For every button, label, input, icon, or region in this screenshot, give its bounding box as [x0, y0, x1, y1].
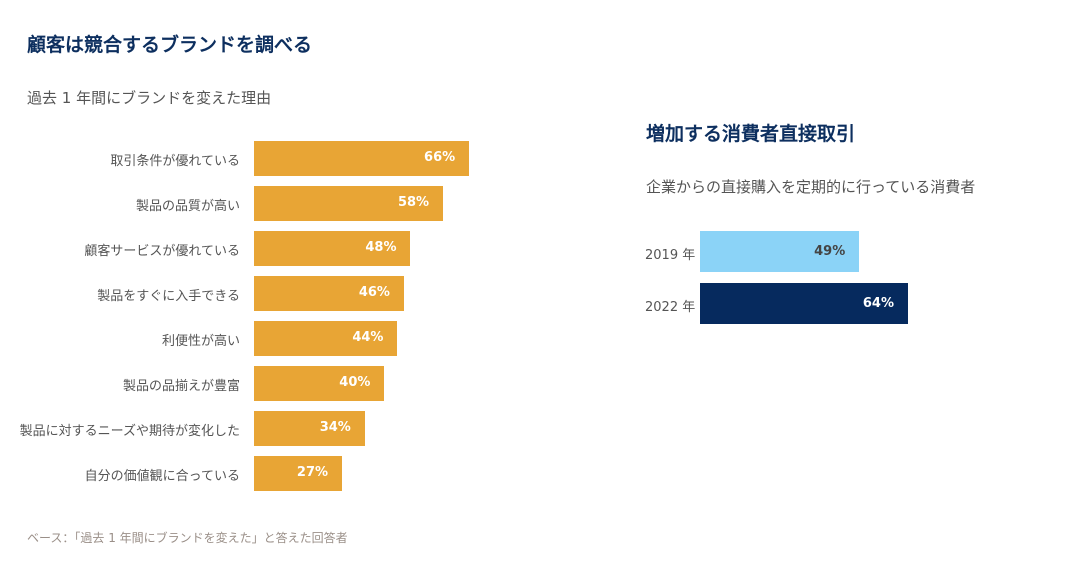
bar: [254, 276, 404, 311]
category-label: 取引条件が優れている: [110, 154, 240, 169]
category-label: 製品をすぐに入手できる: [97, 289, 240, 304]
value-label: 49%: [814, 244, 846, 259]
footnote: ベース：「過去 1 年間にブランドを変えた」と答えた回答者: [27, 531, 348, 545]
value-label: 64%: [862, 296, 894, 311]
value-label: 27%: [296, 465, 329, 480]
right-chart-subtitle: 企業からの直接購入を定期的に行っている消費者: [646, 178, 976, 196]
right-chart-title: 増加する消費者直接取引: [646, 123, 856, 145]
left-chart-subtitle: 過去 1 年間にブランドを変えた理由: [27, 89, 272, 107]
bar: [700, 231, 860, 272]
bar: [700, 283, 908, 324]
bar: [254, 321, 398, 356]
bar: [254, 231, 411, 266]
year-label: 2022 年: [645, 300, 696, 315]
category-label: 利便性が高い: [161, 334, 240, 349]
bar: [254, 456, 343, 491]
category-label: 製品の品質が高い: [135, 199, 240, 214]
category-label: 製品の品揃えが豊富: [122, 379, 240, 394]
value-label: 58%: [397, 195, 430, 210]
year-label: 2019 年: [645, 248, 696, 263]
category-label: 自分の価値観に合っている: [84, 469, 240, 484]
value-label: 44%: [352, 330, 384, 345]
category-label: 製品に対するニーズや期待が変化した: [19, 424, 240, 439]
bar: [254, 411, 365, 446]
value-label: 66%: [424, 150, 456, 165]
bar: [254, 186, 444, 221]
bar: [254, 366, 385, 401]
value-label: 48%: [365, 240, 397, 255]
value-label: 34%: [319, 420, 351, 435]
value-label: 46%: [358, 285, 390, 300]
left-chart-title: 顧客は競合するブランドを調べる: [27, 34, 313, 56]
bar: [254, 141, 470, 176]
category-label: 顧客サービスが優れている: [84, 244, 240, 259]
value-label: 40%: [339, 375, 371, 390]
